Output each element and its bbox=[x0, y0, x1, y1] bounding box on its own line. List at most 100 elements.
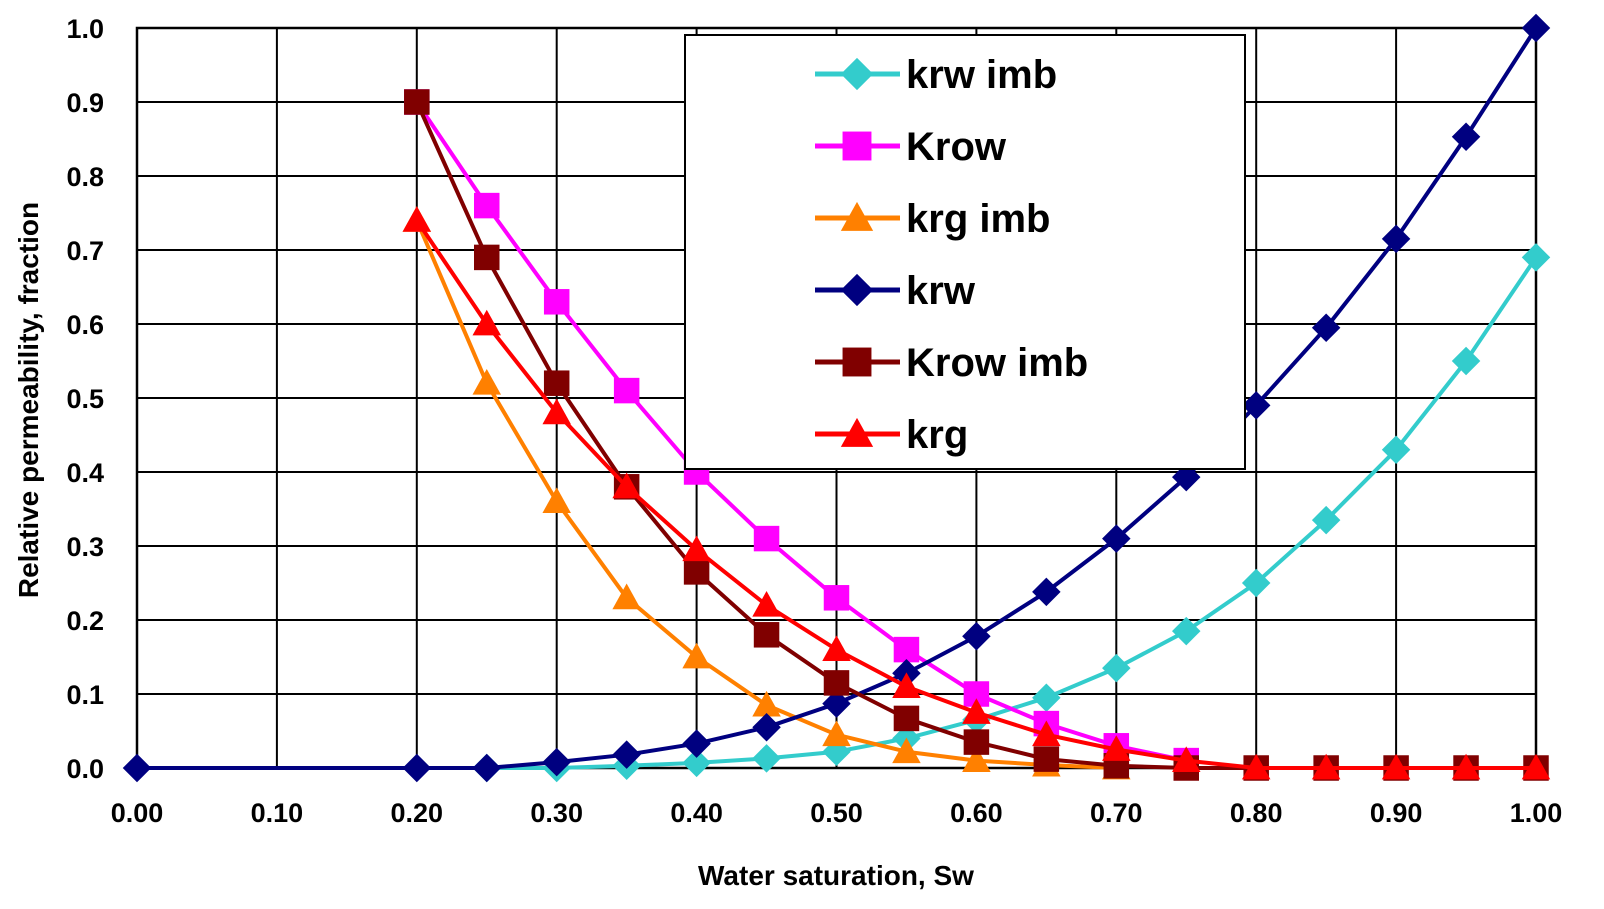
data-point bbox=[1381, 224, 1411, 254]
legend-label: Krow bbox=[906, 125, 1007, 169]
y-tick-label: 0.4 bbox=[66, 458, 104, 488]
data-point bbox=[962, 698, 991, 724]
y-tick-label: 0.2 bbox=[66, 606, 104, 636]
legend-item: Krow bbox=[815, 125, 1007, 169]
data-point bbox=[1102, 735, 1131, 761]
data-point bbox=[612, 583, 641, 610]
data-point bbox=[1311, 505, 1341, 535]
data-point bbox=[1172, 462, 1201, 492]
data-point bbox=[404, 89, 430, 115]
data-point bbox=[823, 585, 850, 611]
legend-label: Krow imb bbox=[906, 341, 1088, 385]
y-tick-label: 0.3 bbox=[66, 532, 104, 562]
legend-item: krw imb bbox=[815, 53, 1057, 97]
x-tick-label: 1.00 bbox=[1510, 798, 1563, 828]
x-tick-label: 0.80 bbox=[1230, 798, 1283, 828]
data-point bbox=[753, 622, 780, 648]
y-axis-ticks: 0.0 0.1 0.2 0.3 0.4 0.5 0.6 0.7 0.8 0.9 1.0 bbox=[66, 14, 104, 784]
data-point bbox=[753, 525, 780, 552]
data-point bbox=[1521, 243, 1551, 272]
data-point bbox=[1451, 753, 1481, 780]
data-point bbox=[682, 748, 711, 778]
legend-label: krw bbox=[906, 269, 976, 313]
data-point bbox=[962, 746, 991, 772]
x-tick-label: 0.30 bbox=[530, 798, 583, 828]
data-point bbox=[1241, 391, 1271, 420]
data-point bbox=[1381, 435, 1411, 465]
data-point bbox=[1451, 346, 1481, 376]
x-axis-label: Water saturation, Sw bbox=[698, 860, 974, 891]
data-point bbox=[543, 370, 570, 396]
x-tick-label: 0.90 bbox=[1370, 798, 1423, 828]
series-krg bbox=[402, 206, 1551, 780]
legend: krw imb Krow krg imb krw Krow imb krg bbox=[684, 34, 1246, 470]
x-tick-label: 0.00 bbox=[111, 798, 164, 828]
legend-swatch-marker bbox=[840, 201, 874, 231]
data-point bbox=[822, 689, 851, 718]
data-point bbox=[402, 206, 432, 232]
legend-label: krg imb bbox=[906, 197, 1050, 241]
data-point bbox=[1172, 616, 1201, 646]
data-point bbox=[1032, 683, 1061, 712]
data-point bbox=[752, 590, 781, 617]
legend-swatch-marker bbox=[840, 273, 874, 307]
y-tick-label: 0.6 bbox=[66, 310, 104, 340]
legend-swatch-marker bbox=[840, 57, 874, 91]
data-point bbox=[1521, 13, 1551, 43]
data-point bbox=[1521, 753, 1551, 780]
data-point bbox=[892, 672, 921, 698]
data-point bbox=[1241, 568, 1271, 598]
data-point bbox=[613, 377, 640, 404]
x-tick-label: 0.50 bbox=[810, 798, 863, 828]
data-point bbox=[752, 744, 781, 773]
data-point bbox=[402, 753, 432, 783]
plot-frame bbox=[135, 26, 1538, 770]
data-point bbox=[893, 636, 920, 663]
data-point bbox=[892, 737, 921, 764]
x-tick-label: 0.60 bbox=[950, 798, 1003, 828]
legend-item: Krow imb bbox=[815, 341, 1088, 385]
y-tick-label: 0.5 bbox=[66, 384, 104, 414]
data-point bbox=[822, 720, 851, 747]
legend-label: krg bbox=[906, 413, 968, 457]
data-point bbox=[612, 740, 641, 769]
data-point bbox=[682, 642, 711, 669]
legend-label: krw imb bbox=[906, 53, 1057, 97]
data-point bbox=[612, 472, 641, 499]
data-point bbox=[1033, 746, 1060, 772]
data-point bbox=[823, 670, 850, 696]
data-point bbox=[542, 398, 571, 425]
y-tick-label: 0.1 bbox=[66, 680, 104, 710]
legend-swatch-marker bbox=[842, 347, 872, 377]
data-point bbox=[474, 244, 500, 271]
data-point bbox=[752, 690, 781, 717]
data-point bbox=[822, 635, 851, 661]
series-layer bbox=[122, 13, 1551, 783]
data-point bbox=[1311, 313, 1341, 342]
y-tick-label: 0.0 bbox=[66, 754, 104, 784]
data-point bbox=[963, 729, 990, 755]
data-point bbox=[893, 705, 920, 732]
data-point bbox=[1451, 122, 1481, 152]
data-point bbox=[682, 729, 711, 758]
x-tick-label: 0.70 bbox=[1090, 798, 1143, 828]
data-point bbox=[682, 535, 711, 562]
data-point bbox=[122, 753, 152, 783]
data-point bbox=[1381, 753, 1411, 780]
data-point bbox=[1102, 524, 1131, 553]
legend-swatch-marker bbox=[842, 131, 872, 161]
data-point bbox=[472, 753, 501, 783]
data-point bbox=[1032, 720, 1061, 747]
data-point bbox=[1172, 746, 1201, 772]
legend-box bbox=[684, 34, 1246, 470]
x-tick-label: 0.40 bbox=[670, 798, 723, 828]
x-axis-ticks: 0.00 0.10 0.20 0.30 0.40 0.50 0.60 0.70 0.80 0.90… bbox=[111, 798, 1563, 828]
data-point bbox=[543, 289, 570, 315]
legend-item: krg bbox=[815, 413, 968, 457]
legend-item: krg imb bbox=[815, 197, 1050, 241]
y-axis-label: Relative permeability, fraction bbox=[13, 202, 44, 598]
data-point bbox=[472, 368, 501, 395]
data-point bbox=[542, 487, 571, 513]
data-point bbox=[752, 713, 781, 742]
